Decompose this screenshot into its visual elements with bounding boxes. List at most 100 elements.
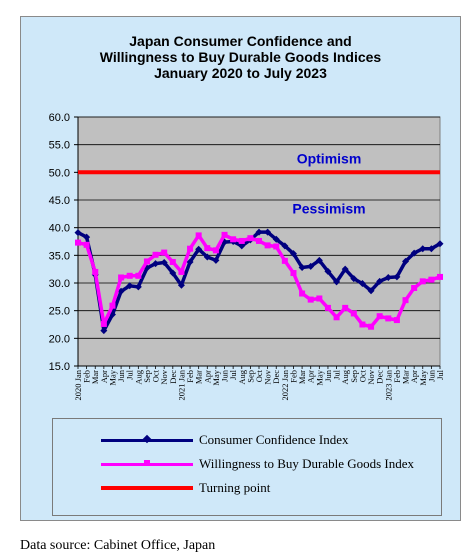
data-point-confidence	[367, 287, 375, 295]
data-point-willingness	[92, 268, 99, 275]
x-tick-label: Apr	[306, 370, 316, 383]
x-tick-label: Feb	[185, 370, 195, 383]
data-point-willingness	[169, 258, 176, 265]
x-tick-label: Jul	[228, 369, 238, 380]
legend-label-willingness: Willingness to Buy Durable Goods Index	[199, 456, 415, 471]
data-point-confidence	[419, 245, 427, 253]
data-point-confidence	[255, 228, 263, 236]
data-point-willingness	[333, 314, 340, 321]
x-tick-label: Aug	[340, 369, 350, 384]
data-point-willingness	[100, 320, 107, 327]
x-tick-label: May	[314, 369, 324, 385]
x-tick-label: Mar	[401, 370, 411, 384]
data-point-willingness	[281, 257, 288, 264]
x-tick-label: Aug	[133, 369, 143, 384]
data-point-willingness	[187, 245, 194, 252]
x-tick-label: Dec	[271, 370, 281, 384]
data-point-confidence	[384, 273, 392, 281]
data-point-confidence	[289, 250, 297, 258]
legend-swatch-turning-point	[101, 486, 193, 490]
x-tick-label: Jun	[323, 369, 333, 382]
x-tick-label: Nov	[263, 369, 273, 384]
data-point-willingness	[273, 243, 280, 250]
data-point-willingness	[359, 321, 366, 328]
data-point-willingness	[75, 239, 81, 246]
y-tick-label: 25.0	[49, 306, 70, 318]
data-point-confidence	[100, 327, 108, 335]
data-point-confidence	[186, 258, 194, 266]
data-point-confidence	[436, 240, 444, 248]
data-point-willingness	[290, 270, 297, 277]
data-point-confidence	[212, 256, 220, 264]
chart-title-line-2: Willingness to Buy Durable Goods Indices	[99, 49, 382, 65]
x-tick-label: Oct	[151, 369, 161, 382]
data-point-willingness	[324, 304, 331, 311]
x-tick-label: Jun	[116, 369, 126, 382]
data-point-confidence	[393, 273, 401, 281]
data-point-confidence	[376, 277, 384, 285]
data-point-confidence	[402, 257, 410, 265]
data-point-willingness	[385, 315, 392, 322]
data-point-confidence	[272, 235, 280, 243]
data-point-willingness	[256, 237, 262, 244]
y-tick-label: 20.0	[49, 333, 70, 345]
data-point-willingness	[350, 310, 357, 317]
y-tick-label: 45.0	[49, 195, 70, 207]
y-tick-label: 50.0	[49, 167, 70, 179]
x-tick-label: Nov	[366, 369, 376, 384]
x-tick-label: Sep	[245, 370, 255, 383]
x-tick-label: 2023 Jan	[383, 369, 393, 400]
data-point-willingness	[195, 232, 202, 239]
data-point-confidence	[238, 242, 246, 250]
data-point-confidence	[410, 249, 418, 257]
y-tick-label: 30.0	[49, 278, 70, 290]
data-point-confidence	[177, 281, 185, 289]
data-point-willingness	[221, 231, 228, 238]
data-point-willingness	[161, 249, 168, 256]
legend-item-consumer-confidence: Consumer Confidence Index	[53, 431, 441, 449]
data-point-willingness	[152, 251, 159, 258]
data-point-willingness	[238, 237, 245, 244]
x-tick-label: Aug	[237, 369, 247, 384]
x-tick-label: Oct	[357, 369, 367, 382]
chart-title-line-3: January 2020 to July 2023	[154, 65, 327, 81]
data-point-willingness	[109, 302, 116, 309]
data-point-confidence	[350, 275, 358, 283]
legend-label-turning-point: Turning point	[199, 480, 271, 495]
y-tick-label: 55.0	[49, 140, 70, 152]
x-tick-label: May	[418, 369, 428, 385]
legend-item-turning-point: Turning point	[53, 479, 441, 497]
data-point-willingness	[212, 247, 219, 254]
source-note: Data source: Cabinet Office, Japan	[20, 538, 216, 553]
data-point-confidence	[195, 245, 203, 253]
data-point-willingness	[393, 317, 400, 324]
data-point-confidence	[427, 245, 435, 253]
data-point-confidence	[83, 233, 91, 241]
chart-title-line-1: Japan Consumer Confidence and	[129, 33, 352, 49]
data-point-willingness	[135, 272, 142, 279]
x-tick-label: Sep	[142, 370, 152, 383]
data-point-willingness	[178, 268, 185, 275]
chart-title: Japan Consumer Confidence and Willingnes…	[20, 33, 461, 81]
x-tick-label: Jun	[426, 369, 436, 382]
x-tick-label: Feb	[288, 370, 298, 383]
data-point-confidence	[324, 267, 332, 275]
data-point-willingness	[376, 313, 383, 320]
data-point-confidence	[358, 280, 366, 288]
x-tick-label: Sep	[349, 370, 359, 383]
x-tick-label: Mar	[194, 370, 204, 384]
data-point-confidence	[117, 287, 125, 295]
x-tick-label: 2020 Jan	[73, 369, 83, 400]
x-tick-label: Jul	[435, 369, 445, 380]
x-tick-label: Jun	[220, 369, 230, 382]
data-point-confidence	[298, 264, 306, 272]
x-tick-label: May	[107, 369, 117, 385]
data-point-willingness	[402, 297, 409, 304]
x-tick-label: Jul	[125, 369, 135, 380]
data-point-willingness	[342, 304, 349, 311]
data-point-willingness	[264, 242, 271, 249]
annotation-optimism: Optimism	[297, 151, 362, 167]
data-point-confidence	[126, 282, 134, 290]
data-point-willingness	[247, 235, 254, 242]
data-point-willingness	[428, 276, 435, 283]
